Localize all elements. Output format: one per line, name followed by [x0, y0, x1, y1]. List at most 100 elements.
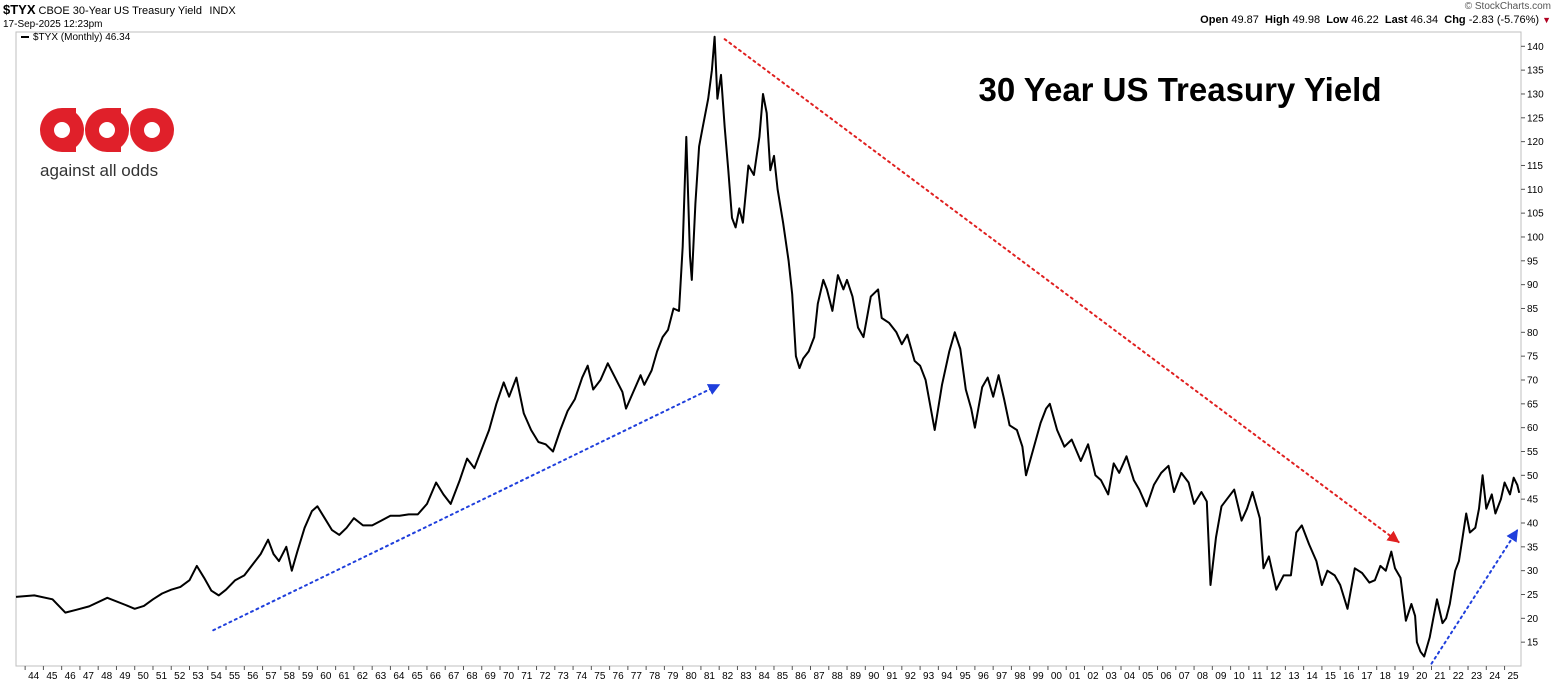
x-tick-label: 58: [284, 671, 296, 682]
y-tick-label: 100: [1527, 232, 1544, 243]
x-tick-label: 62: [357, 671, 369, 682]
x-tick-label: 87: [813, 671, 825, 682]
logo-text: against all odds: [40, 161, 159, 180]
timestamp: 17-Sep-2025 12:23pm: [3, 19, 103, 30]
x-tick-label: 78: [649, 671, 661, 682]
x-axis: 44 45 46 47 48 49 50 51 52 53 54 55 56 57 58 59 60 61 62 63…: [24, 666, 1519, 682]
x-tick-label: 77: [631, 671, 643, 682]
x-tick-label: 93: [923, 671, 935, 682]
legend-text: $TYX (Monthly) 46.34: [33, 32, 131, 43]
x-tick-label: 46: [65, 671, 77, 682]
x-tick-label: 88: [832, 671, 844, 682]
x-tick-label: 47: [83, 671, 95, 682]
logo-mark: [40, 108, 174, 152]
chg-value: -2.83 (-5.76%): [1468, 14, 1540, 26]
open-label: Open: [1200, 14, 1229, 26]
plot-frame: [15, 31, 1522, 667]
x-tick-label: 66: [430, 671, 442, 682]
x-tick-label: 00: [1051, 671, 1063, 682]
x-tick-label: 18: [1380, 671, 1392, 682]
x-tick-label: 65: [412, 671, 424, 682]
x-tick-label: 70: [503, 671, 515, 682]
symbol-description: CBOE 30-Year US Treasury Yield: [38, 5, 202, 17]
x-tick-label: 79: [667, 671, 679, 682]
y-tick-label: 45: [1527, 495, 1539, 506]
x-tick-label: 11: [1252, 671, 1263, 682]
x-tick-label: 85: [777, 671, 789, 682]
x-tick-label: 13: [1288, 671, 1300, 682]
x-tick-label: 55: [229, 671, 241, 682]
y-tick-label: 115: [1527, 161, 1543, 172]
y-tick-label: 65: [1527, 399, 1539, 410]
y-tick-label: 110: [1527, 185, 1543, 196]
chart-title: 30 Year US Treasury Yield: [979, 71, 1382, 108]
x-tick-label: 86: [795, 671, 807, 682]
x-tick-label: 91: [887, 671, 899, 682]
x-tick-label: 64: [393, 671, 405, 682]
x-tick-label: 16: [1343, 671, 1355, 682]
series-line-tyx: [15, 35, 1521, 658]
x-tick-label: 96: [978, 671, 990, 682]
x-tick-label: 10: [1234, 671, 1246, 682]
x-tick-label: 21: [1434, 671, 1446, 682]
x-tick-label: 63: [375, 671, 387, 682]
x-tick-label: 81: [704, 671, 716, 682]
x-tick-label: 73: [558, 671, 570, 682]
y-tick-label: 75: [1527, 352, 1539, 363]
y-tick-label: 40: [1527, 518, 1539, 529]
y-tick-label: 85: [1527, 304, 1539, 315]
y-tick-label: 120: [1527, 137, 1544, 148]
y-tick-label: 35: [1527, 542, 1539, 553]
x-tick-label: 92: [905, 671, 917, 682]
x-tick-label: 71: [521, 671, 533, 682]
x-tick-label: 60: [320, 671, 332, 682]
x-tick-label: 01: [1069, 671, 1081, 682]
x-tick-label: 49: [119, 671, 131, 682]
trend-arrows: [212, 38, 1519, 665]
y-axis: 15 20 25 30 35 40 45 50 55 60 65 70 75 80 85 90 95 100 105…: [1521, 42, 1544, 649]
x-tick-label: 95: [960, 671, 972, 682]
y-tick-label: 80: [1527, 328, 1539, 339]
y-tick-label: 140: [1527, 42, 1544, 53]
trend-arrow-1: [212, 383, 721, 632]
x-tick-label: 02: [1087, 671, 1099, 682]
low-label: Low: [1326, 14, 1349, 26]
x-tick-label: 07: [1179, 671, 1191, 682]
x-tick-label: 19: [1398, 671, 1410, 682]
x-tick-label: 53: [192, 671, 204, 682]
exchange: INDX: [209, 5, 236, 17]
x-tick-label: 83: [740, 671, 752, 682]
x-tick-label: 03: [1106, 671, 1118, 682]
x-tick-label: 69: [485, 671, 497, 682]
last-label: Last: [1384, 14, 1408, 26]
x-tick-label: 08: [1197, 671, 1209, 682]
ohlc-quote: Open 49.87 High 49.98 Low 46.22 Last 46.…: [1200, 15, 1551, 26]
y-tick-label: 90: [1527, 280, 1539, 291]
x-tick-label: 68: [466, 671, 478, 682]
x-tick-label: 57: [266, 671, 278, 682]
x-tick-label: 23: [1471, 671, 1483, 682]
y-tick-label: 135: [1527, 66, 1544, 77]
x-tick-label: 44: [28, 671, 40, 682]
y-tick-label: 130: [1527, 89, 1544, 100]
y-tick-label: 20: [1527, 614, 1539, 625]
x-tick-label: 59: [302, 671, 314, 682]
y-tick-label: 25: [1527, 590, 1539, 601]
x-tick-label: 45: [46, 671, 58, 682]
x-tick-label: 20: [1416, 671, 1428, 682]
chart-header: $TYX CBOE 30-Year US Treasury Yield INDX …: [3, 2, 236, 30]
watermark: © StockCharts.com: [1464, 1, 1551, 12]
x-tick-label: 67: [448, 671, 460, 682]
x-tick-label: 97: [996, 671, 1008, 682]
chg-label: Chg: [1444, 14, 1466, 26]
y-tick-label: 125: [1527, 113, 1544, 124]
x-tick-label: 05: [1142, 671, 1154, 682]
x-tick-label: 25: [1507, 671, 1519, 682]
y-tick-label: 55: [1527, 447, 1539, 458]
quote-panel: © StockCharts.com Open 49.87 High 49.98 …: [1200, 2, 1551, 26]
high-label: High: [1265, 14, 1290, 26]
x-tick-label: 52: [174, 671, 186, 682]
y-tick-label: 95: [1527, 256, 1539, 267]
y-tick-label: 105: [1527, 209, 1544, 220]
